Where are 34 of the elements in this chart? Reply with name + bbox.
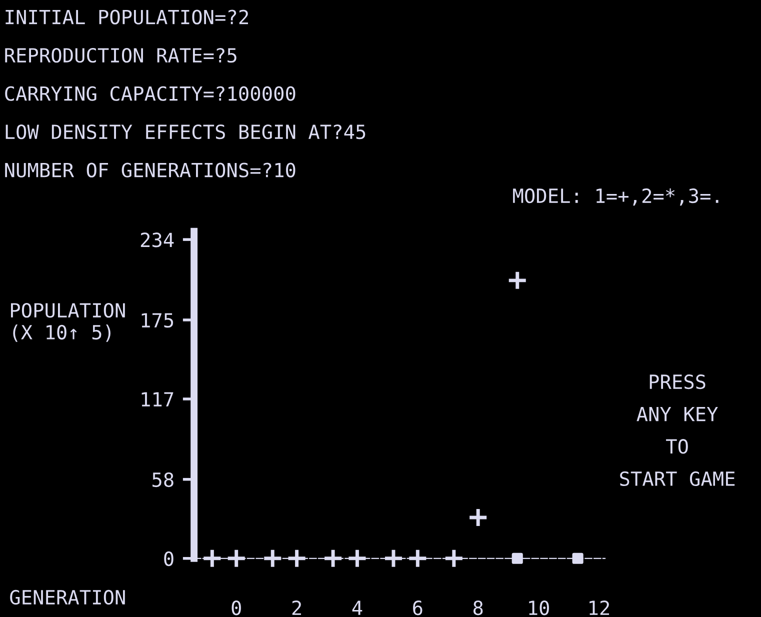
point	[286, 548, 308, 569]
y-tick-label: 234	[140, 232, 174, 248]
text: MODEL: 1=+,2=*,3=.	[513, 188, 718, 206]
x-axis-title: GENERATION	[10, 590, 125, 605]
y-tick-label: 175	[142, 313, 174, 328]
point	[407, 548, 428, 569]
text: INITIAL POPULATION=?2	[6, 10, 248, 24]
point	[226, 548, 247, 569]
point	[346, 548, 368, 569]
y-tick-label: 58	[152, 472, 174, 488]
text: NUMBER OF GENERATIONS=?10	[5, 162, 296, 178]
x-tick-label: 4	[352, 600, 362, 615]
point	[512, 552, 523, 564]
point	[322, 548, 344, 569]
point	[202, 548, 222, 569]
x-tick-label: 6	[413, 600, 422, 616]
y-axis-title: POPULATION (X 10↑ 5)	[11, 302, 125, 342]
x-tick-label: 12	[590, 600, 610, 615]
point	[572, 552, 584, 564]
text: REPRODUCTION RATE=?5	[5, 48, 236, 63]
point	[507, 270, 528, 291]
x-tick-label: 8	[473, 600, 483, 616]
y-tick-label: 0	[164, 551, 174, 566]
point	[262, 548, 283, 569]
point	[444, 548, 464, 569]
x-tick-label: 10	[529, 600, 549, 616]
point	[468, 507, 488, 528]
x-tick-label: 2	[292, 600, 301, 615]
text: PRESS ANY KEY TO START GAME	[620, 374, 735, 486]
point	[383, 548, 404, 569]
text: LOW DENSITY EFFECTS BEGIN AT?45	[6, 124, 366, 140]
x-tick-label: 0	[232, 600, 241, 616]
text: CARRYING CAPACITY=?100000	[5, 86, 296, 101]
y-tick-label: 117	[142, 392, 174, 406]
